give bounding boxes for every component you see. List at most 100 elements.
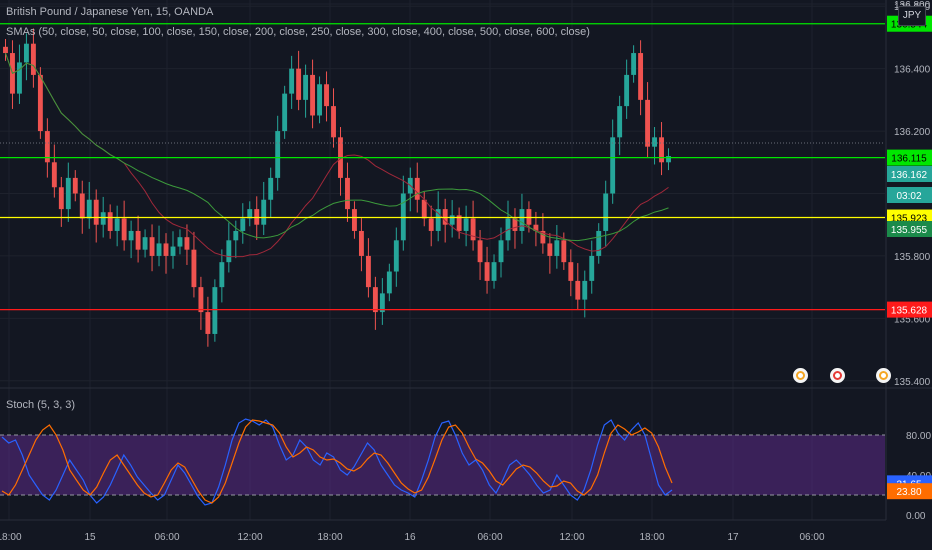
candle-body	[645, 99, 651, 147]
candle-body	[610, 137, 616, 194]
price-tick-label: 136.200	[894, 127, 931, 138]
candle-body	[365, 255, 371, 288]
time-tick-label: 18:00	[317, 532, 342, 543]
stoch-band	[0, 435, 885, 495]
price-tick-label: 135.600	[894, 314, 931, 325]
candle-body	[400, 193, 406, 241]
candle-body	[177, 237, 183, 247]
level-price-label: 136.115	[891, 154, 927, 165]
candle-body	[289, 68, 295, 94]
sma-line	[5, 52, 669, 258]
stoch-series-line	[1, 419, 673, 504]
event-marker-icon[interactable]	[876, 368, 891, 383]
level-price-label: 135.923	[891, 214, 928, 225]
candle-body	[428, 218, 434, 231]
stoch-tick-label: 80.00	[906, 431, 931, 442]
candle-body	[512, 218, 518, 231]
stoch-tick-label: 0.00	[906, 511, 926, 522]
candle-body	[219, 262, 225, 288]
level-price-tag	[887, 149, 932, 166]
candle-body	[205, 312, 211, 334]
candle-body	[3, 46, 8, 54]
candle-body	[261, 199, 267, 225]
time-tick-label: 18:00	[639, 532, 664, 543]
price-tick-label: 135.400	[894, 377, 931, 388]
candle-body	[226, 240, 232, 263]
candle-body	[568, 262, 574, 281]
time-tick-label: 15	[84, 532, 96, 543]
candle-body	[421, 199, 427, 219]
candle-body	[526, 209, 532, 225]
stoch-series-line	[1, 418, 673, 506]
candle-body	[107, 212, 113, 231]
price-tag-label: 135.955	[891, 225, 928, 236]
candle-body	[589, 255, 595, 281]
candle-body	[142, 237, 148, 250]
candle-body	[254, 209, 260, 225]
time-tick-label: 12:00	[237, 532, 262, 543]
candle-body	[624, 74, 630, 107]
event-marker-icon[interactable]	[793, 368, 808, 383]
candle-body	[449, 215, 455, 225]
price-tick-label: 136.400	[894, 65, 931, 76]
stoch-readout-tag	[887, 483, 932, 500]
candle-body	[442, 209, 448, 225]
candle-body	[114, 218, 120, 231]
candle-body	[491, 262, 497, 281]
time-tick-label: 17	[727, 532, 739, 543]
candle-body	[93, 199, 99, 225]
time-tick-label: 06:00	[799, 532, 824, 543]
candle-body	[184, 237, 190, 250]
candle-body	[666, 156, 671, 163]
candle-body	[128, 230, 134, 241]
candle-body	[121, 218, 127, 241]
price-tick-label: 136.800	[894, 0, 931, 11]
candle-body	[603, 193, 609, 231]
event-marker-icon[interactable]	[830, 368, 845, 383]
currency-badge[interactable]: JPY	[898, 6, 926, 26]
candle-body	[156, 243, 162, 256]
candle-body	[358, 230, 364, 256]
candle-body	[310, 74, 316, 116]
candle-body	[533, 224, 539, 231]
time-tick-label: 06:00	[154, 532, 179, 543]
candle-body	[456, 215, 462, 231]
candle-body	[498, 240, 504, 263]
level-price-label: 135.628	[891, 306, 928, 317]
time-tick-label: 06:00	[477, 532, 502, 543]
price-tag	[887, 166, 932, 182]
stoch-legend: Stoch (5, 3, 3)	[6, 399, 76, 411]
candle-body	[23, 43, 29, 63]
candle-body	[617, 106, 623, 138]
candle-body	[303, 74, 309, 100]
time-tick-label: 12:00	[559, 532, 584, 543]
stoch-plot[interactable]	[0, 418, 885, 506]
candle-body	[393, 240, 399, 272]
candle-body	[659, 137, 664, 163]
candle-body	[191, 249, 197, 288]
candle-body	[470, 218, 476, 241]
candle-body	[372, 287, 378, 313]
candle-body	[268, 177, 274, 200]
price-plot[interactable]	[0, 23, 885, 347]
candle-body	[484, 262, 490, 281]
level-price-tag	[887, 301, 932, 318]
candle-body	[575, 280, 581, 300]
candle-body	[30, 43, 36, 75]
candle-body	[135, 230, 141, 250]
candle-body	[65, 177, 71, 210]
candle-body	[100, 212, 106, 225]
price-tag	[887, 221, 932, 237]
candle-body	[163, 243, 169, 256]
candle-body	[352, 209, 357, 231]
candle-body	[596, 230, 602, 256]
candle-body	[17, 62, 22, 94]
candle-body	[149, 237, 155, 256]
time-tick-label: 18:00	[0, 532, 22, 543]
candle-body	[652, 137, 657, 147]
candle-body	[72, 177, 78, 194]
candle-body	[638, 53, 644, 100]
candle-body	[435, 209, 441, 231]
price-tick-label: 135.800	[894, 252, 931, 263]
